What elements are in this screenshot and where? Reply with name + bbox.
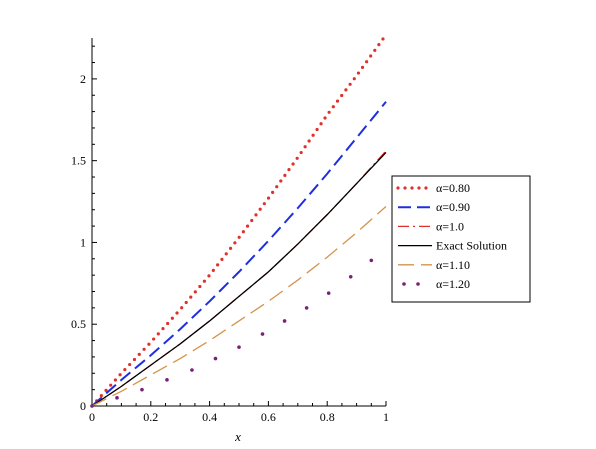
legend-box xyxy=(391,175,531,303)
series-line xyxy=(90,33,388,408)
series-line xyxy=(91,205,387,407)
series-4 xyxy=(91,205,387,407)
x-tick-label: 0.2 xyxy=(143,410,158,424)
legend-label: α=0.90 xyxy=(436,200,470,214)
x-tick-label: 0 xyxy=(89,410,95,424)
axes: 0 0.2 0.4 0.6 0.8 1 0 0.5 1 1.5 2 xyxy=(71,38,389,424)
x-tick-label: 0.6 xyxy=(261,410,276,424)
data-point xyxy=(348,274,353,279)
y-tick-label: 2 xyxy=(80,72,86,86)
x-tick-label: 0.4 xyxy=(202,410,217,424)
legend-label: α=1.0 xyxy=(436,219,464,233)
series-line xyxy=(91,101,387,407)
data-point xyxy=(304,306,309,310)
data-point xyxy=(190,368,194,372)
data-point xyxy=(90,404,94,408)
data-point xyxy=(369,258,374,263)
series-5 xyxy=(90,258,374,408)
x-tick-label: 1 xyxy=(383,410,389,424)
data-point xyxy=(140,387,144,392)
x-axis-title: x xyxy=(234,429,241,444)
x-tick-label: 0.8 xyxy=(320,410,335,424)
data-point xyxy=(282,319,287,323)
y-tick-label: 1 xyxy=(80,235,86,249)
data-point xyxy=(260,332,265,336)
legend-label: α=1.20 xyxy=(436,277,470,291)
y-tick-label: 1.5 xyxy=(71,154,86,168)
data-point xyxy=(326,291,331,295)
legend-label: α=1.10 xyxy=(436,258,470,272)
legend-label: Exact Solution xyxy=(436,239,507,253)
plot-area xyxy=(90,33,388,408)
legend-swatch xyxy=(416,282,420,286)
data-point xyxy=(213,356,218,361)
data-point xyxy=(165,378,169,382)
y-tick-label: 0 xyxy=(80,399,86,413)
data-point xyxy=(115,396,119,400)
series-3 xyxy=(91,152,387,407)
series-0 xyxy=(90,33,388,408)
data-point xyxy=(237,345,241,349)
series-1 xyxy=(91,101,387,407)
series-line xyxy=(91,152,387,407)
y-tick-label: 0.5 xyxy=(71,317,86,331)
legend: α=0.80 α=0.90 α=1.0 Exact Solution α=1.10 α=1… xyxy=(391,175,531,303)
legend-label: α=0.80 xyxy=(436,181,470,195)
legend-swatch xyxy=(402,282,406,286)
